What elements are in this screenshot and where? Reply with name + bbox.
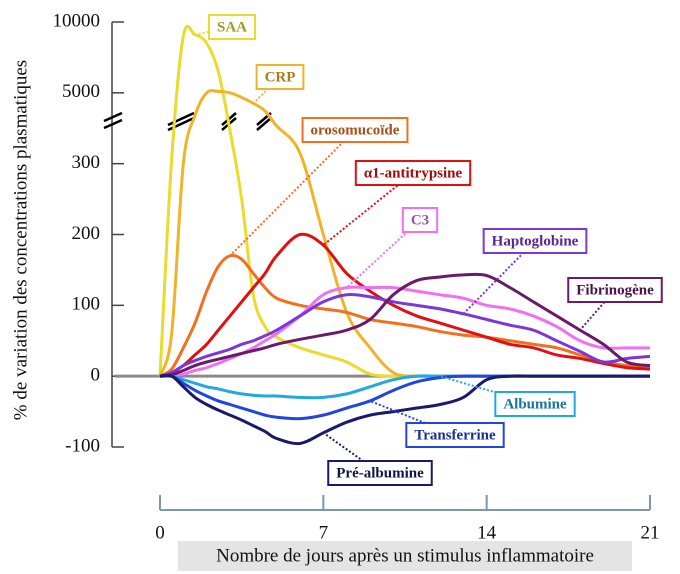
legend-entry: α1-antitrypsine — [354, 160, 472, 186]
legend-box — [207, 14, 257, 40]
legend-label: Fibrinogène — [576, 282, 654, 298]
axis-break — [103, 111, 272, 132]
y-tick-label: 200 — [72, 223, 101, 244]
callout-arrow — [322, 432, 381, 474]
callout-arrow — [322, 172, 414, 246]
legend-label: CRP — [265, 69, 296, 85]
series-line — [159, 293, 651, 378]
legend-entry: Haptoglobine — [482, 228, 588, 254]
x-tick-label: 7 — [319, 522, 329, 543]
legend-box — [301, 117, 409, 143]
legend-entry: CRP — [255, 64, 305, 90]
legend-entry: SAA — [207, 14, 257, 40]
legend-label: Haptoglobine — [492, 233, 579, 249]
y-tick-label: -100 — [65, 435, 100, 456]
series-line — [159, 253, 651, 378]
legend-box — [567, 277, 663, 303]
x-tick-label: 21 — [641, 522, 660, 543]
legend-box — [327, 460, 433, 486]
legend-label: C3 — [411, 212, 429, 228]
y-tick-label: 300 — [72, 152, 101, 173]
legend-entry: Transferrine — [405, 422, 505, 448]
series-line — [159, 374, 650, 421]
series-line — [159, 373, 650, 446]
legend-label: Albumine — [503, 396, 567, 412]
x-axis-label: Nombre de jours après un stimulus inflam… — [216, 545, 594, 566]
x-label-box — [178, 541, 632, 571]
legend-box — [255, 64, 305, 90]
legend-label: α1-antitrypsine — [364, 165, 463, 181]
legend-box — [405, 422, 505, 448]
x-tick-label: 14 — [477, 522, 497, 543]
callout-arrow — [369, 400, 456, 436]
y-tick-label: 0 — [91, 365, 101, 386]
legend-entry: Fibrinogène — [567, 277, 663, 303]
legend-label: Pré-albumine — [336, 465, 424, 481]
legend-label: Transferrine — [414, 427, 496, 443]
y-axis-label: % de variation des concentrations plasma… — [10, 60, 31, 420]
y-tick-label: 10000 — [53, 10, 101, 31]
callout-arrow — [229, 129, 356, 257]
series-line — [159, 232, 651, 378]
legend-box — [354, 160, 472, 186]
y-tick-label: 100 — [72, 294, 101, 315]
legend-entry: Albumine — [494, 391, 576, 417]
legend-entry: Pré-albumine — [327, 460, 433, 486]
x-tick-label: 0 — [155, 522, 165, 543]
series-line — [159, 272, 651, 378]
y-tick-label: 5000 — [62, 81, 100, 102]
legend-entry: C3 — [401, 207, 439, 233]
legend-box — [401, 207, 439, 233]
series-line — [159, 285, 650, 378]
legend-entry: orosomucoïde — [301, 117, 409, 143]
legend-box — [482, 228, 588, 254]
legend-box — [494, 391, 576, 417]
legend-label: orosomucoïde — [311, 122, 400, 138]
legend-label: SAA — [217, 19, 247, 35]
